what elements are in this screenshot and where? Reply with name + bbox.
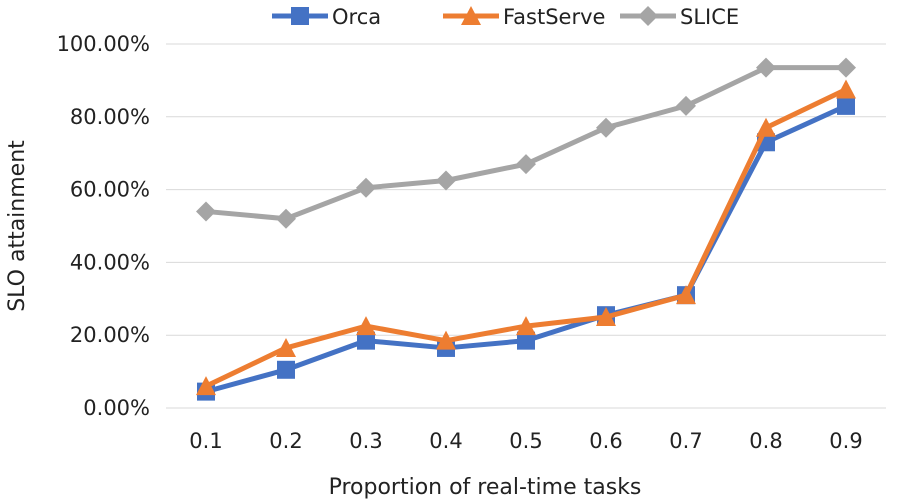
data-point-marker (357, 331, 375, 350)
legend: Orca FastServe SLICE (272, 5, 739, 29)
series-slice (196, 57, 856, 229)
data-point-marker (277, 360, 295, 379)
data-point-marker (516, 316, 536, 336)
data-point-marker (756, 117, 776, 137)
data-point-marker (596, 117, 616, 138)
data-point-marker (436, 330, 456, 350)
legend-item-slice: SLICE (620, 5, 739, 29)
data-point-marker (436, 170, 456, 191)
data-point-marker (356, 316, 376, 336)
x-tick-label: 0.5 (509, 429, 542, 453)
gridlines (166, 43, 886, 409)
x-axis-title: Proportion of real-time tasks (329, 475, 642, 500)
data-point-marker (196, 376, 216, 396)
data-point-marker (276, 337, 296, 357)
legend-label: Orca (332, 5, 381, 29)
y-tick-label: 20.00% (70, 323, 150, 347)
y-tick-label: 0.00% (83, 396, 150, 420)
data-point-marker (638, 6, 658, 26)
y-tick-label: 80.00% (70, 105, 150, 129)
y-tick-label: 100.00% (57, 32, 150, 56)
x-axis-ticks: 0.1 0.2 0.3 0.4 0.5 0.6 0.7 0.8 0.9 (189, 429, 862, 453)
legend-item-orca: Orca (272, 5, 381, 29)
data-point-marker (356, 177, 376, 198)
y-tick-label: 40.00% (70, 250, 150, 274)
data-point-marker (676, 285, 696, 305)
legend-item-fastserve: FastServe (443, 5, 605, 29)
data-point-marker (836, 79, 856, 99)
x-tick-label: 0.6 (589, 429, 622, 453)
y-tick-label: 60.00% (70, 178, 150, 202)
x-tick-label: 0.4 (429, 429, 462, 453)
x-tick-label: 0.9 (829, 429, 862, 453)
series-fastserve (196, 79, 856, 396)
data-point-marker (517, 331, 535, 350)
series-lines (196, 57, 856, 401)
x-tick-label: 0.8 (749, 429, 782, 453)
y-axis-ticks: 0.00% 20.00% 40.00% 60.00% 80.00% 100.00% (57, 32, 150, 420)
data-point-marker (836, 57, 856, 78)
x-tick-label: 0.7 (669, 429, 702, 453)
x-tick-label: 0.1 (189, 429, 222, 453)
data-point-marker (676, 95, 696, 116)
data-point-marker (291, 7, 309, 25)
data-point-marker (756, 57, 776, 78)
data-point-marker (461, 6, 481, 25)
data-point-marker (196, 201, 216, 222)
series-line (203, 65, 849, 222)
data-point-marker (276, 208, 296, 229)
x-tick-label: 0.3 (349, 429, 382, 453)
legend-label: FastServe (503, 5, 605, 29)
data-point-marker (837, 96, 855, 115)
legend-label: SLICE (680, 5, 739, 29)
x-tick-label: 0.2 (269, 429, 302, 453)
y-axis-title: SLO attainment (5, 140, 30, 312)
data-point-marker (596, 307, 616, 326)
data-point-marker (516, 154, 536, 175)
